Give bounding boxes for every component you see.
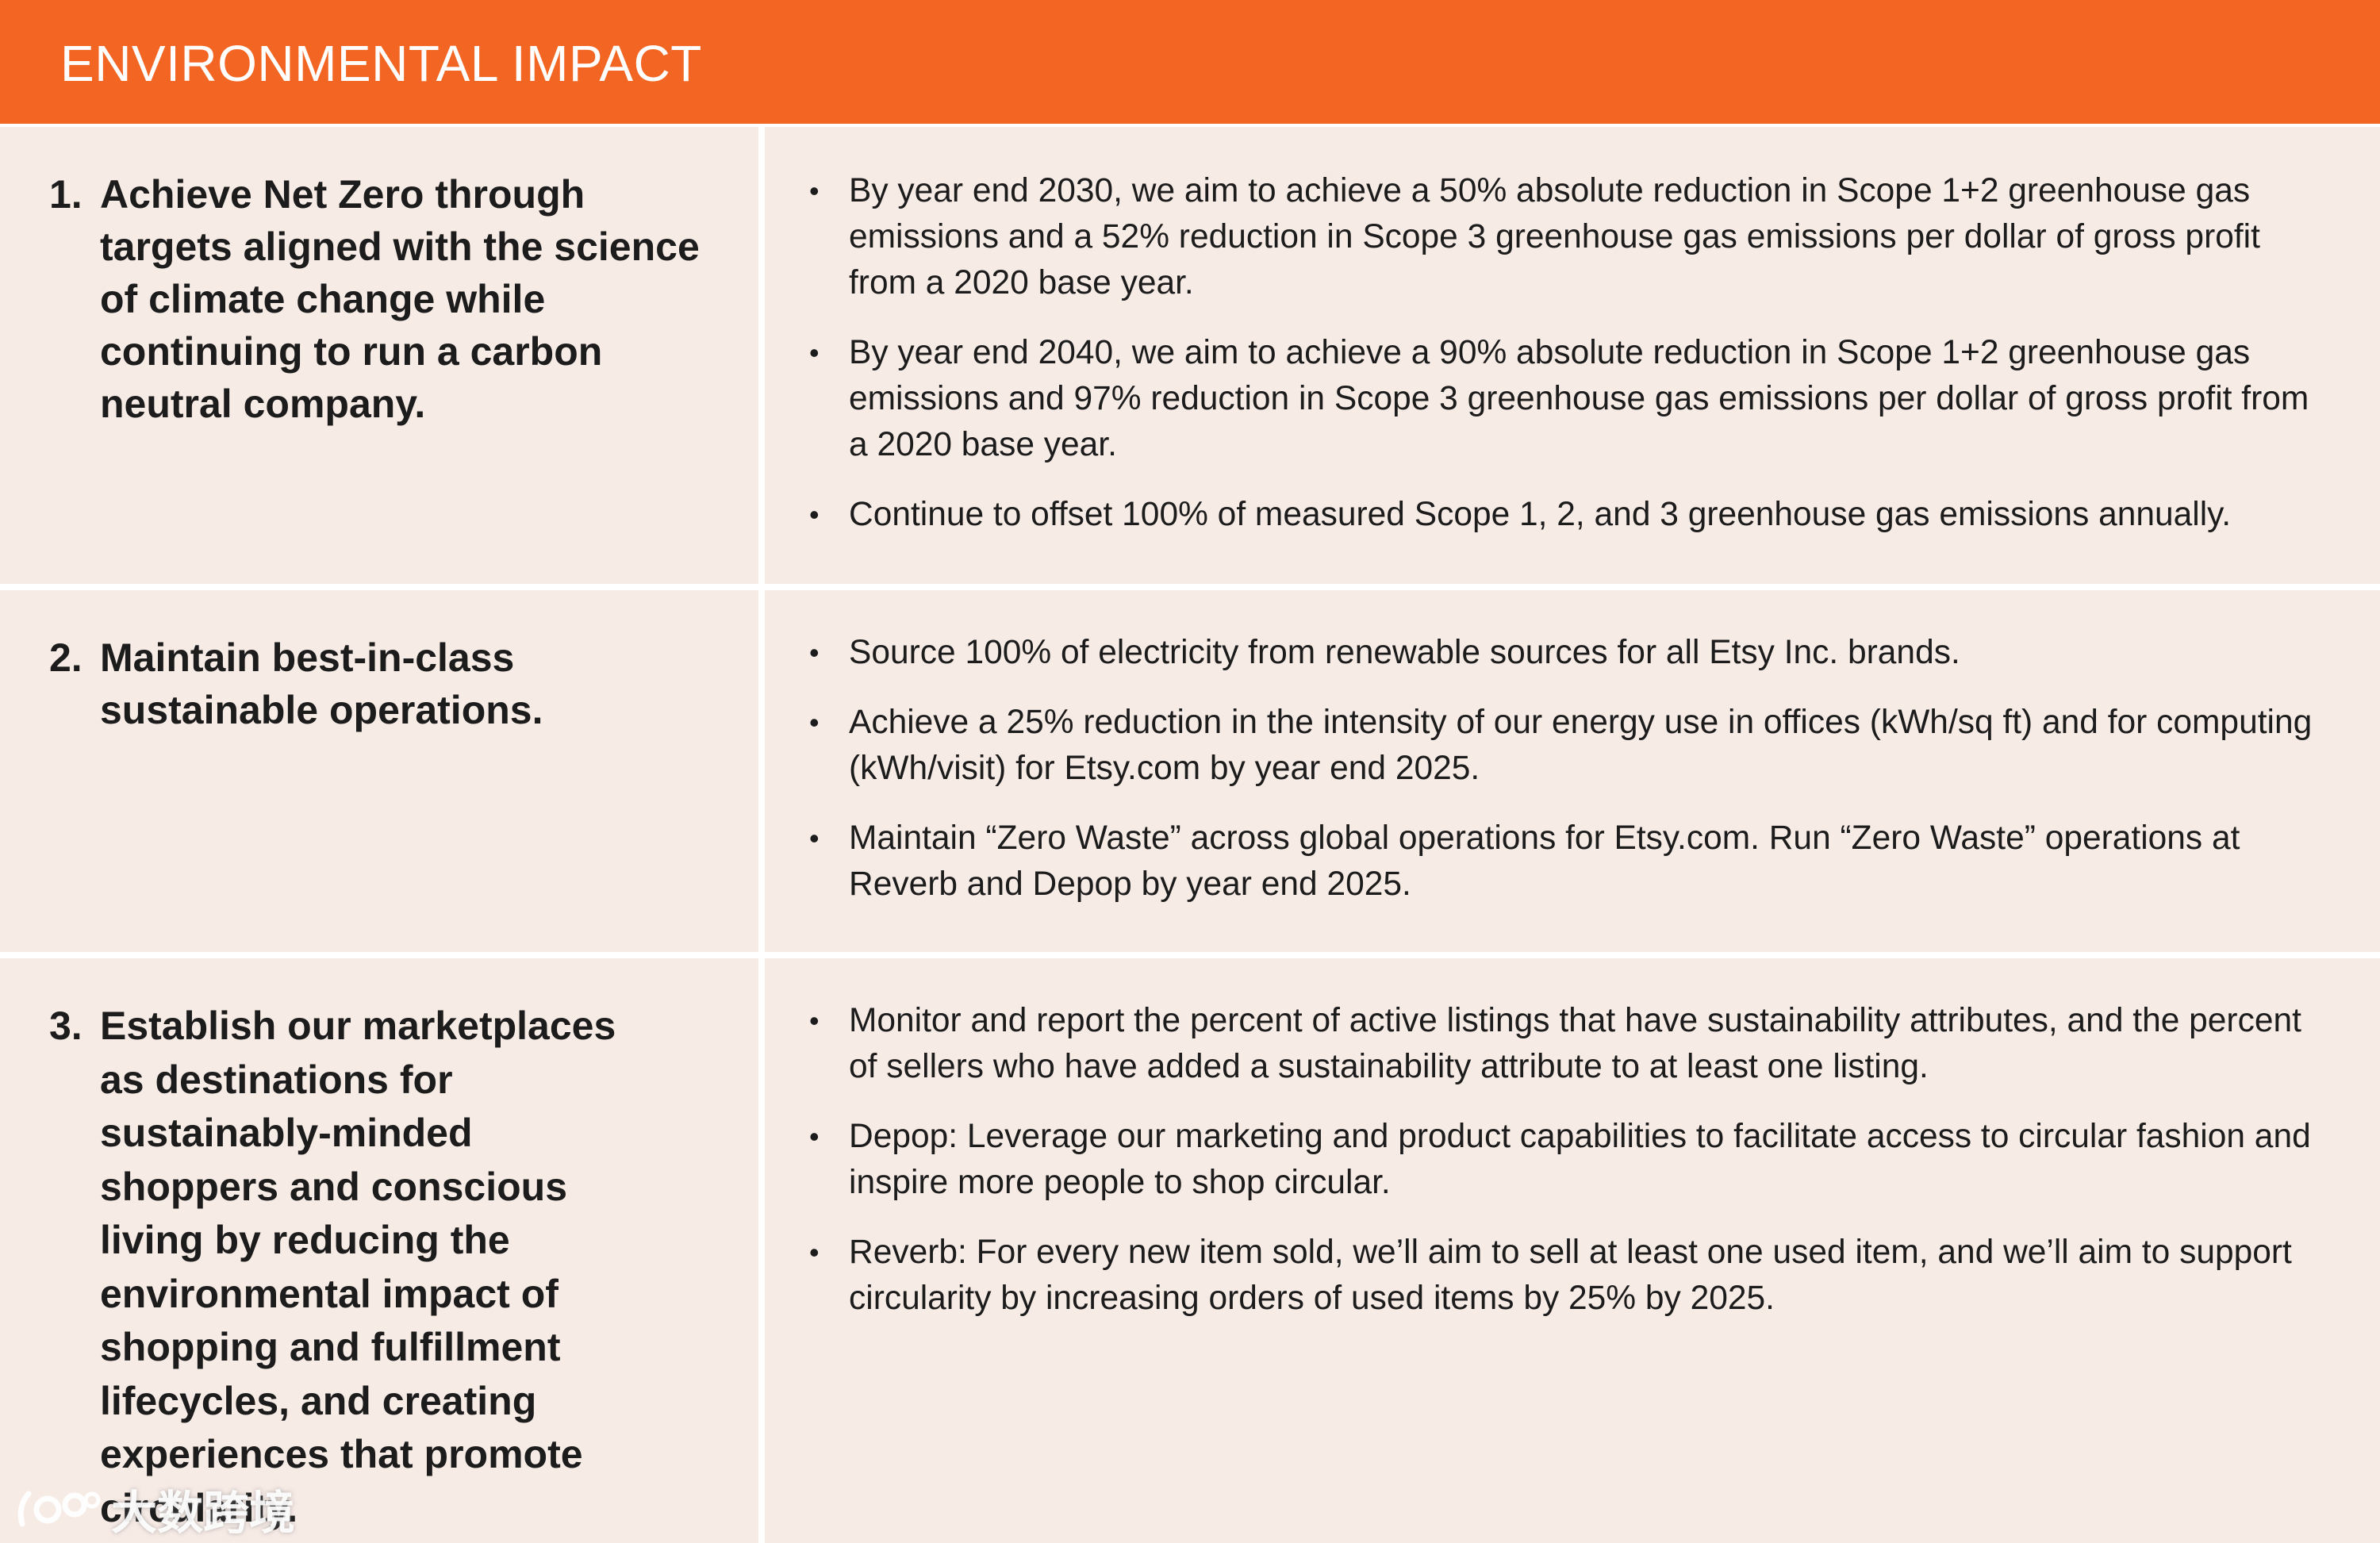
- bullet-text: Depop: Leverage our marketing and produc…: [849, 1118, 2311, 1201]
- list-item: • Monitor and report the percent of acti…: [808, 998, 2331, 1090]
- list-item: • Depop: Leverage our marketing and prod…: [808, 1114, 2331, 1206]
- page-title: ENVIRONMENTAL IMPACT: [60, 35, 702, 92]
- column-divider: [758, 958, 765, 1543]
- goal-3: 3. Establish our marketplaces as destina…: [49, 1000, 716, 1535]
- bullet-icon: •: [809, 1004, 820, 1037]
- bullet-icon: •: [809, 336, 820, 369]
- column-divider: [758, 590, 765, 952]
- goal-number: 1.: [49, 172, 83, 217]
- section-header: ENVIRONMENTAL IMPACT: [0, 0, 2380, 124]
- list-item: • By year end 2030, we aim to achieve a …: [808, 168, 2331, 306]
- list-item: • Maintain “Zero Waste” across global op…: [808, 816, 2331, 908]
- bullet-icon: •: [809, 636, 820, 669]
- bullet-icon: •: [809, 822, 820, 854]
- bullet-icon: •: [809, 706, 820, 739]
- goal-text: Achieve Net Zero through targets aligned…: [100, 172, 700, 426]
- list-item: • Reverb: For every new item sold, we’ll…: [808, 1230, 2331, 1322]
- bullet-text: By year end 2030, we aim to achieve a 50…: [849, 172, 2260, 301]
- bullet-text: By year end 2040, we aim to achieve a 90…: [849, 334, 2309, 463]
- bullet-text: Source 100% of electricity from renewabl…: [849, 634, 1960, 671]
- bullet-icon: •: [809, 498, 820, 531]
- bullet-icon: •: [809, 1120, 820, 1153]
- bullet-text: Continue to offset 100% of measured Scop…: [849, 496, 2232, 533]
- target-list: • Source 100% of electricity from renewa…: [808, 630, 2331, 931]
- bullet-text: Maintain “Zero Waste” across global oper…: [849, 819, 2240, 903]
- target-list: • By year end 2030, we aim to achieve a …: [808, 168, 2331, 562]
- bullet-text: Monitor and report the percent of active…: [849, 1002, 2301, 1085]
- bullet-icon: •: [809, 1236, 820, 1269]
- goal-number: 2.: [49, 635, 83, 680]
- goal-row-3: 3. Establish our marketplaces as destina…: [0, 958, 2380, 1543]
- list-item: • Continue to offset 100% of measured Sc…: [808, 492, 2331, 538]
- watermark-text: 大数跨境: [111, 1487, 296, 1539]
- goal-row-1: 1. Achieve Net Zero through targets alig…: [0, 127, 2380, 584]
- goal-2: 2. Maintain best-in-class sustainable op…: [49, 631, 716, 736]
- goal-row-2: 2. Maintain best-in-class sustainable op…: [0, 590, 2380, 952]
- goal-text: Establish our marketplaces as destinatio…: [100, 1004, 616, 1530]
- goal-1: 1. Achieve Net Zero through targets alig…: [49, 168, 716, 430]
- bullet-text: Achieve a 25% reduction in the intensity…: [849, 704, 2313, 787]
- column-divider: [758, 127, 765, 584]
- watermark: 大数跨境: [14, 1476, 295, 1542]
- goal-text: Maintain best-in-class sustainable opera…: [100, 635, 543, 732]
- target-list: • Monitor and report the percent of acti…: [808, 998, 2331, 1345]
- list-item: • Source 100% of electricity from renewa…: [808, 630, 2331, 676]
- bullet-icon: •: [809, 175, 820, 207]
- list-item: • Achieve a 25% reduction in the intensi…: [808, 700, 2331, 792]
- watermark-logo-icon: [17, 1491, 101, 1527]
- goal-number: 3.: [49, 1004, 83, 1048]
- bullet-text: Reverb: For every new item sold, we’ll a…: [849, 1234, 2292, 1317]
- list-item: • By year end 2040, we aim to achieve a …: [808, 330, 2331, 468]
